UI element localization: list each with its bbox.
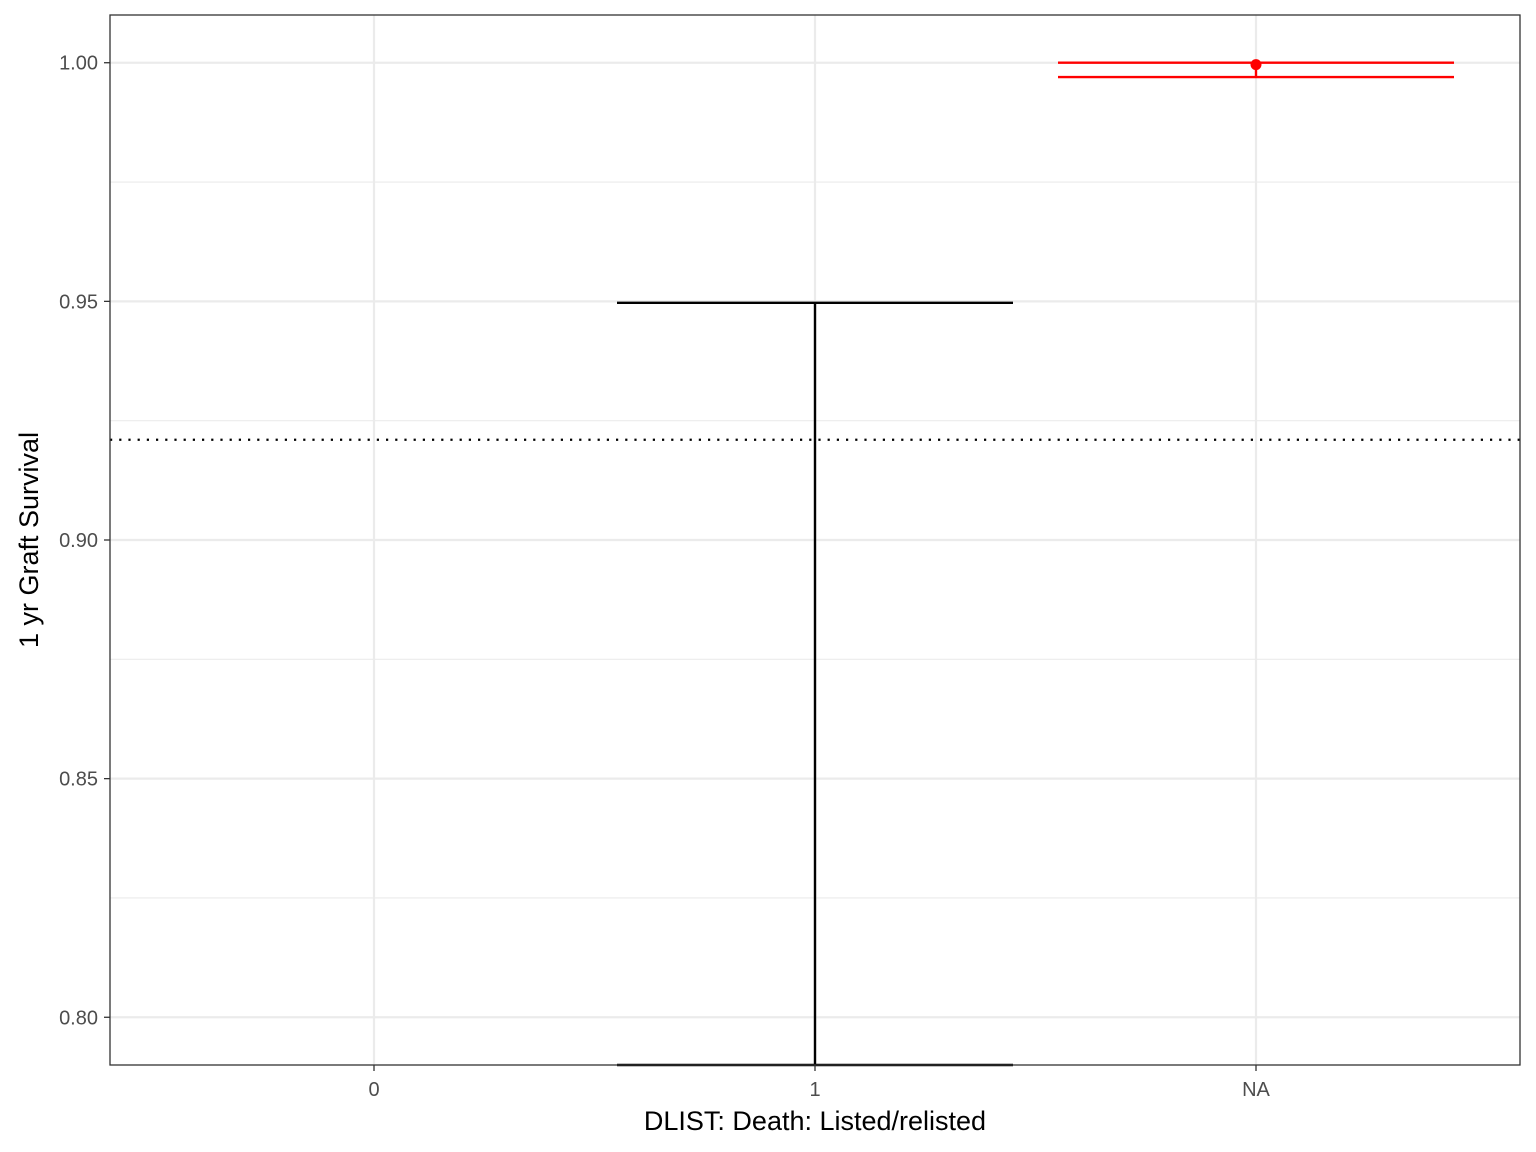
- y-tick-label: 0.90: [59, 530, 98, 552]
- x-axis-title: DLIST: Death: Listed/relisted: [644, 1106, 986, 1136]
- y-tick-label: 0.85: [59, 769, 98, 791]
- estimate-point: [1250, 59, 1262, 71]
- plot-area: [109, 14, 1521, 1067]
- y-axis-title: 1 yr Graft Survival: [14, 432, 44, 648]
- y-tick-label: 0.80: [59, 1007, 98, 1029]
- x-axis: 0 1 NA: [368, 1065, 1271, 1101]
- y-tick-label: 1.00: [59, 53, 98, 75]
- x-tick-label: 1: [809, 1079, 820, 1101]
- x-tick-label: 0: [368, 1079, 379, 1101]
- x-tick-label: NA: [1242, 1079, 1270, 1101]
- y-tick-label: 0.95: [59, 291, 98, 313]
- y-axis: 0.80 0.85 0.90 0.95 1.00: [59, 53, 110, 1029]
